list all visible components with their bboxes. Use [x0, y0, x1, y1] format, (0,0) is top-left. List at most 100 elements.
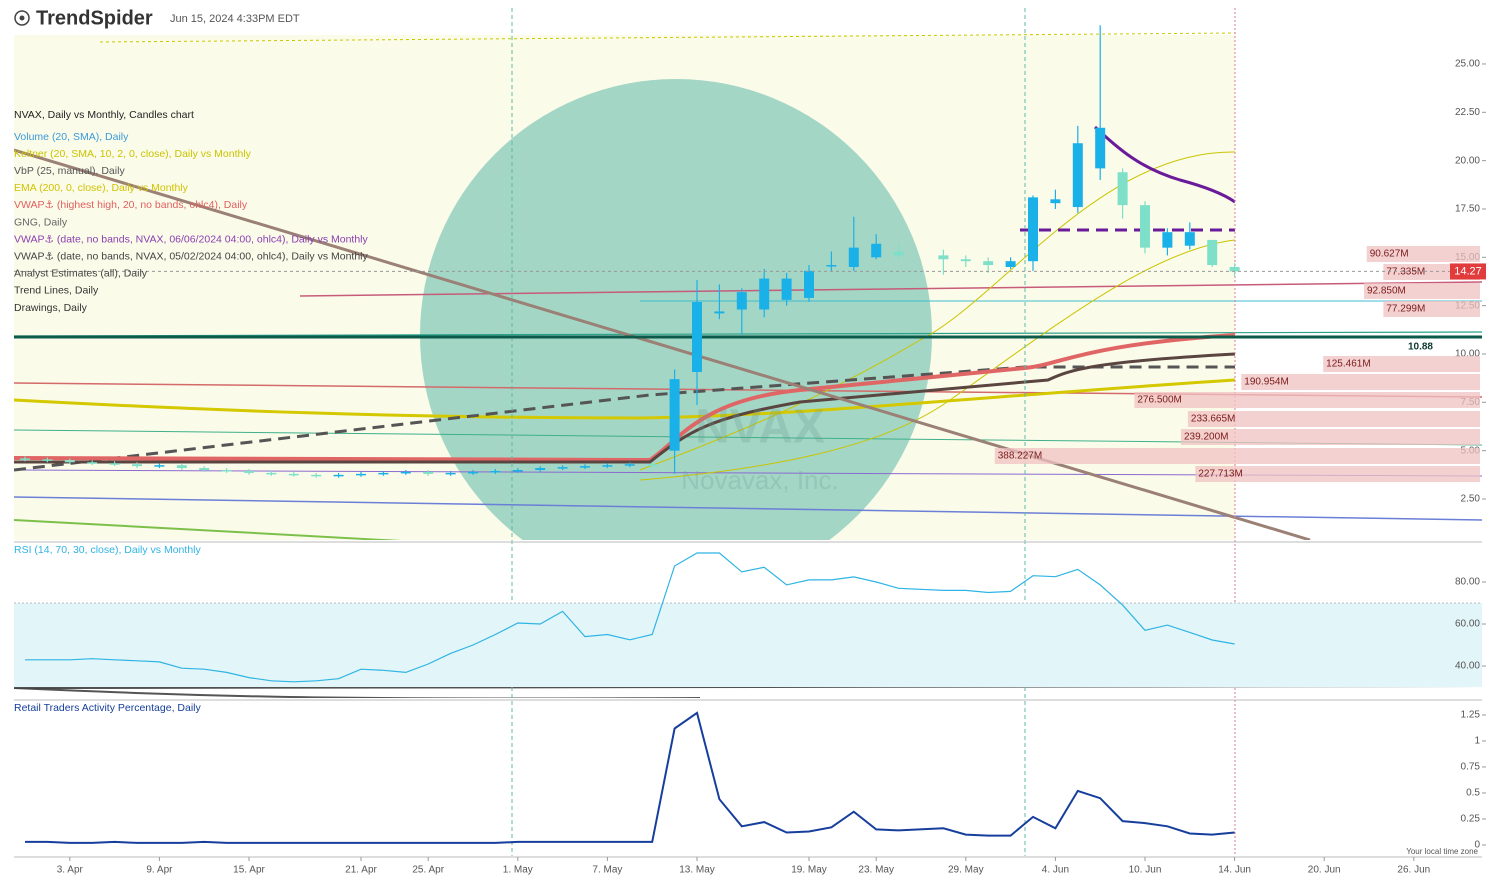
- logo: [14, 10, 30, 26]
- keltner-lower: [639, 239, 1236, 481]
- x-tick-label: 9. Apr: [146, 865, 173, 876]
- y-tick-label: 60.00: [1455, 619, 1480, 630]
- candle-body: [1162, 232, 1173, 248]
- volume-profile-label: 92.850M: [1367, 286, 1406, 297]
- candle-body: [983, 261, 994, 266]
- series-line: [25, 552, 1235, 683]
- legend-entry: EMA (200, 0, close), Daily vs Monthly: [14, 182, 189, 194]
- legend-entry: Volume (20, SMA), Daily: [14, 131, 129, 143]
- candle-body: [669, 379, 680, 451]
- candle-body: [109, 463, 120, 465]
- candle-body: [580, 466, 590, 468]
- x-tick-label: 1. May: [503, 865, 533, 876]
- legend-entry: Trend Lines, Daily: [14, 285, 99, 297]
- x-tick-label: 4. Jun: [1042, 865, 1069, 876]
- footnote: Your local time zone: [1406, 847, 1478, 856]
- candle-body: [490, 470, 501, 473]
- rsi-overlays: [14, 685, 1482, 698]
- vwap-jun: [1093, 125, 1236, 204]
- candle-body: [176, 465, 187, 469]
- rsi-ma: [14, 687, 700, 698]
- legend-entry: VWAP⚓ (date, no bands, NVAX, 05/02/2024 …: [14, 250, 369, 262]
- x-tick-label: 3. Apr: [57, 865, 84, 876]
- volume-profile-bar: [994, 448, 1480, 464]
- y-tick-label: 25.00: [1455, 59, 1480, 70]
- candle-body: [311, 474, 322, 477]
- candle-body: [199, 468, 210, 471]
- volume-profile-bar: [1363, 283, 1480, 299]
- volume-profile-bar: [1241, 374, 1480, 390]
- x-tick-label: 20. Jun: [1308, 865, 1341, 876]
- candle-body: [20, 458, 30, 460]
- volume-profile-label: 233.665M: [1191, 414, 1235, 425]
- candle-body: [288, 473, 299, 476]
- candle-body: [781, 278, 792, 300]
- candle-body: [938, 255, 949, 260]
- candle-body: [960, 259, 971, 262]
- trend-line: [299, 281, 1482, 297]
- candle-body: [557, 467, 568, 469]
- x-tick-label: 25. Apr: [412, 865, 444, 876]
- candle-body: [445, 472, 456, 475]
- candle-body: [1140, 205, 1150, 248]
- candle-body: [356, 473, 366, 476]
- candle-body: [87, 462, 98, 464]
- x-tick-label: 19. May: [791, 865, 827, 876]
- volume-profile-label: 190.954M: [1244, 377, 1288, 388]
- y-tick-label: 1.25: [1461, 710, 1481, 721]
- volume-profile-label: 125.461M: [1326, 359, 1370, 370]
- x-tick-label: 26. Jun: [1397, 865, 1430, 876]
- candle-body: [624, 464, 635, 466]
- candle-body: [1184, 232, 1195, 246]
- y-tick-label: 10.00: [1455, 349, 1480, 360]
- candle-body: [714, 311, 725, 314]
- y-tick-label: 17.50: [1455, 204, 1480, 215]
- legend-entry: Drawings, Daily: [14, 302, 88, 314]
- candle-body: [1117, 172, 1128, 206]
- candle-body: [1005, 261, 1016, 267]
- x-tick-label: 7. May: [592, 865, 622, 876]
- panel-title: RSI (14, 70, 30, close), Daily vs Monthl…: [14, 544, 201, 556]
- volume-profile-bar: [1323, 356, 1480, 372]
- candle-body: [244, 470, 254, 473]
- x-tick-label: 21. Apr: [345, 865, 377, 876]
- rsi-band: [14, 603, 1482, 688]
- legend-entry: VWAP⚓ (date, no bands, NVAX, 06/06/2024 …: [14, 233, 369, 245]
- candle-body: [647, 464, 658, 467]
- candle-body: [1072, 143, 1083, 208]
- x-tick-label: 14. Jun: [1218, 865, 1251, 876]
- candle-body: [423, 471, 434, 474]
- candle-body: [266, 472, 277, 475]
- legend-entry: Analyst Estimates (all), Daily: [14, 268, 148, 280]
- x-tick-label: 13. May: [679, 865, 715, 876]
- y-tick-label: 0.5: [1466, 788, 1480, 799]
- candle-body: [1229, 266, 1240, 272]
- candle-body: [804, 270, 814, 298]
- volume-profile-label: 77.335M: [1386, 267, 1425, 278]
- volume-profile-bar: [1134, 392, 1480, 408]
- candle-body: [826, 265, 837, 267]
- logo-dot: [19, 15, 25, 21]
- price-tag-label: 14.27: [1454, 265, 1482, 277]
- candle-body: [400, 471, 411, 474]
- chart-title: NVAX, Daily vs Monthly, Candles chart: [14, 109, 194, 121]
- volume-profile-label: 227.713M: [1198, 469, 1242, 480]
- trend-line: [14, 496, 1482, 521]
- candle-body: [848, 247, 859, 267]
- header: TrendSpider Jun 15, 2024 4:33PM EDT: [14, 7, 300, 29]
- timestamp: Jun 15, 2024 4:33PM EDT: [170, 13, 300, 25]
- legend-entry: GNG, Daily: [14, 216, 68, 228]
- volume-profile-label: 276.500M: [1137, 395, 1181, 406]
- y-tick-label: 0.75: [1461, 762, 1481, 773]
- candle-body: [154, 465, 165, 467]
- y-tick-label: 0.25: [1461, 814, 1481, 825]
- trend-line-down: [14, 148, 1311, 540]
- candle-body: [602, 465, 613, 467]
- trend-line: [14, 519, 402, 540]
- x-tick-label: 15. Apr: [233, 865, 265, 876]
- candle-body: [535, 468, 546, 471]
- candle-body: [871, 243, 882, 258]
- volume-profile-label: 90.627M: [1370, 249, 1409, 260]
- candle-body: [1028, 197, 1038, 262]
